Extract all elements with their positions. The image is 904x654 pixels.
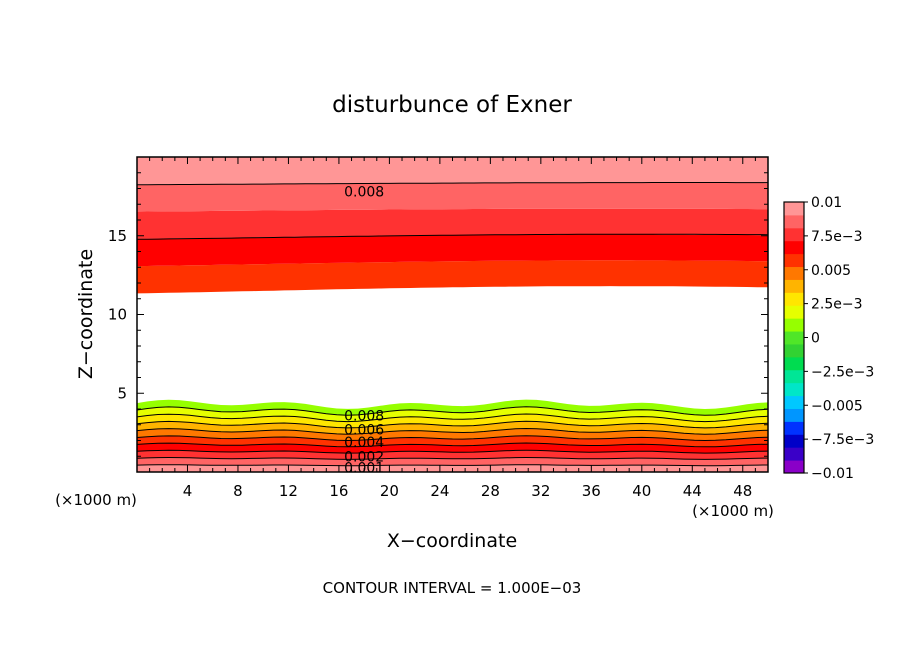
colorbar-swatch: [784, 434, 804, 448]
colorbar-swatch: [784, 382, 804, 397]
contour-label: 0.004: [344, 435, 384, 451]
colorbar-swatch: [784, 460, 804, 474]
x-unit-right: (×1000 m): [692, 502, 774, 520]
upper-band: [137, 157, 768, 185]
lower-contour-line: [137, 413, 768, 423]
colorbar-tick-label: 0: [811, 331, 820, 347]
colorbar-tick-label: −0.005: [811, 398, 863, 414]
upper-band: [137, 208, 768, 239]
colorbar-swatch: [784, 214, 804, 229]
upper-band: [137, 182, 768, 212]
colorbar-swatch: [784, 227, 804, 242]
x-tick-label: 4: [183, 482, 193, 500]
colorbar-tick-label: 0.005: [811, 263, 851, 279]
x-tick-label: 44: [683, 482, 702, 500]
upper-band: [137, 234, 768, 267]
lower-band: [137, 428, 768, 441]
contour-label: 0.002: [344, 449, 384, 465]
x-tick-label: 28: [481, 482, 500, 500]
colorbar: [783, 201, 808, 474]
colorbar-tick-label: 7.5e−3: [811, 229, 863, 245]
lower-band: [137, 457, 768, 466]
colorbar-tick-label: −0.01: [811, 466, 854, 482]
colorbar-swatch: [784, 253, 804, 268]
y-tick-label: 5: [117, 384, 127, 402]
contour-label: 0.006: [344, 422, 384, 438]
colorbar-swatch: [784, 343, 804, 358]
x-tick-labels: 4 8 12 16 20 24 28 32 36 40 44 48: [183, 482, 753, 500]
upper-band: [137, 260, 768, 294]
chart-title: disturbunce of Exner: [332, 92, 572, 118]
colorbar-swatch: [784, 292, 804, 306]
colorbar-tick-label: 0.01: [811, 195, 842, 211]
colorbar-tick-label: −7.5e−3: [811, 432, 874, 448]
colorbar-swatch: [784, 356, 804, 371]
colorbar-swatch: [784, 305, 804, 319]
colorbar-tick-label: −2.5e−3: [811, 364, 874, 380]
contour-interval-note: CONTOUR INTERVAL = 1.000E−03: [323, 579, 582, 597]
x-tick-label: 20: [380, 482, 399, 500]
lower-contour-line: [137, 456, 768, 460]
colorbar-tick-label: 2.5e−3: [811, 297, 863, 313]
y-tick-labels: 5 10 15: [108, 227, 127, 403]
x-axis-label: X−coordinate: [387, 530, 517, 552]
contour-label: 0.008: [344, 408, 384, 424]
x-tick-label: 36: [582, 482, 601, 500]
x-tick-label: 16: [329, 482, 348, 500]
lower-contour-line: [137, 420, 768, 429]
y-tick-label: 15: [108, 227, 127, 245]
colorbar-swatch: [784, 240, 804, 255]
lower-band: [137, 450, 768, 460]
lower-contour-line: [137, 435, 768, 442]
y-tick-label: 10: [108, 306, 127, 324]
lower-contour-line: [137, 464, 768, 467]
x-tick-label: 48: [733, 482, 752, 500]
x-tick-label: 40: [632, 482, 651, 500]
lower-contour-line: [137, 406, 768, 416]
upper-contour-line: [137, 182, 768, 186]
x-tick-label: 32: [531, 482, 550, 500]
lower-band: [137, 421, 768, 435]
x-tick-label: 8: [233, 482, 243, 500]
upper-contour-line: [137, 233, 768, 240]
colorbar-swatch: [784, 266, 804, 280]
colorbar-swatch: [784, 395, 804, 409]
contour-lines: [137, 182, 768, 467]
x-tick-label: 24: [430, 482, 449, 500]
lower-band: [137, 414, 768, 428]
colorbar-swatch: [784, 279, 804, 293]
x-unit-left: (×1000 m): [55, 491, 137, 509]
colorbar-swatch: [784, 331, 804, 345]
colorbar-swatch: [784, 447, 804, 461]
colorbar-swatch: [784, 369, 804, 384]
y-axis-label: Z−coordinate: [75, 249, 97, 379]
colorbar-swatch: [784, 408, 804, 422]
axis-ticks: [136, 156, 769, 473]
colorbar-swatch: [784, 202, 804, 216]
contour-label: 0.008: [344, 185, 384, 201]
lower-contour-line: [137, 449, 768, 454]
colorbar-labels: 0.01 7.5e−3 0.005 2.5e−3 0 −2.5e−3 −0.005 −7.5e…: [811, 195, 874, 482]
contour-field: [137, 157, 768, 472]
x-tick-label: 12: [279, 482, 298, 500]
lower-contour-line: [137, 427, 768, 435]
colorbar-swatch: [784, 318, 804, 332]
lower-contour-line: [137, 442, 768, 448]
colorbar-swatch: [784, 421, 804, 435]
